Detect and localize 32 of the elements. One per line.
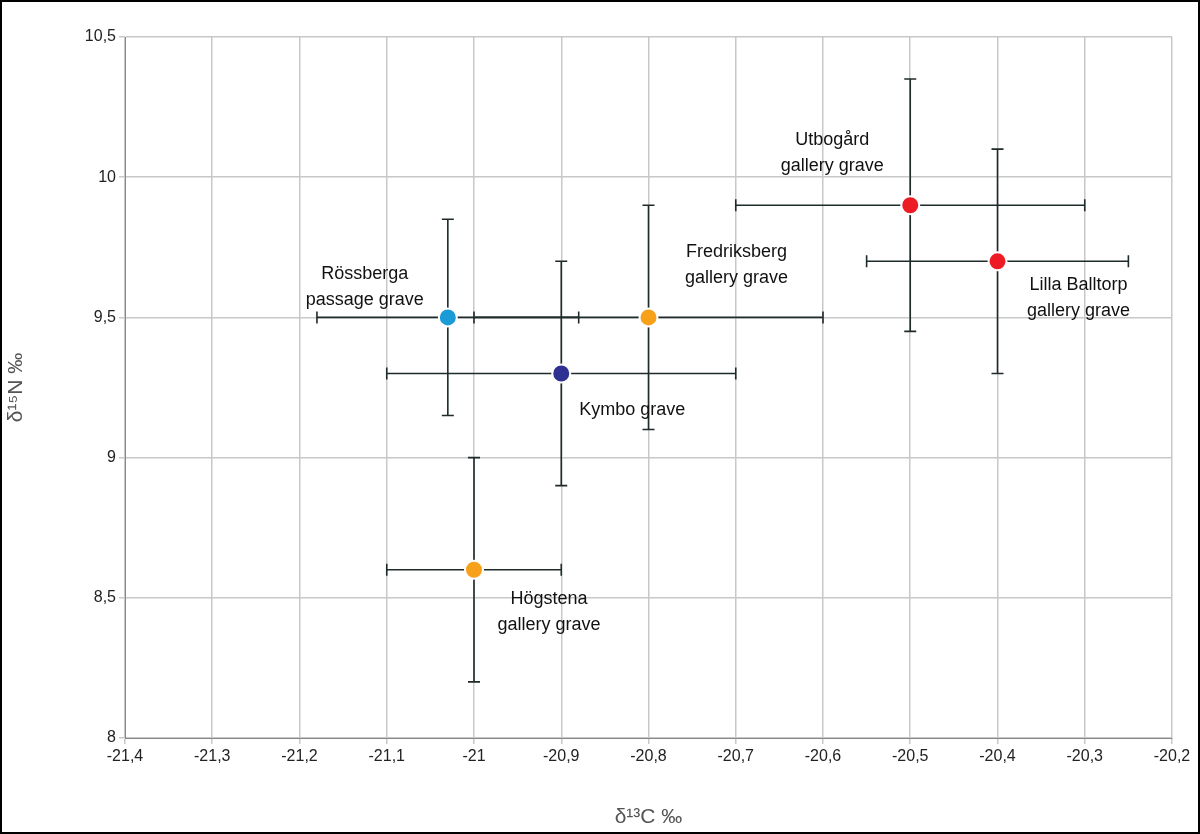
x-tick-label: -20,5 <box>892 747 929 765</box>
point <box>437 307 458 328</box>
x-tick-label: -21,4 <box>106 747 144 765</box>
x-tick-label: -20,7 <box>717 747 755 765</box>
point <box>551 363 572 384</box>
y-tick-label: 10 <box>98 167 117 185</box>
annotation: Högstena gallery grave <box>497 587 601 634</box>
x-tick-label: -20,2 <box>1153 747 1191 765</box>
y-tick-label: 9 <box>107 448 117 466</box>
annotation: Lilla Balltorp gallery grave <box>1026 274 1131 321</box>
x-tick-label: -21,1 <box>368 747 406 765</box>
annotation: Utbogård gallery grave <box>780 129 884 176</box>
x-tick-label: -20,6 <box>804 747 842 765</box>
x-tick-label: -20,4 <box>979 747 1016 765</box>
x-tick-label: -20,9 <box>543 747 580 765</box>
x-tick-label: -20,8 <box>630 747 667 765</box>
y-tick-label: 9,5 <box>93 307 117 325</box>
x-tick-label: -20,3 <box>1066 747 1104 765</box>
annotation: Rössberga passage grave <box>305 263 424 310</box>
point <box>638 307 659 328</box>
x-tick-label: -21 <box>462 747 486 765</box>
point <box>464 559 484 580</box>
x-tick-label: -21,3 <box>194 747 231 765</box>
y-tick-label: 8 <box>107 728 117 746</box>
point <box>987 251 1008 272</box>
x-tick-label: -21,2 <box>281 747 318 765</box>
y-tick-label: 8,5 <box>93 588 117 606</box>
annotation: Fredriksberg gallery grave <box>684 241 789 288</box>
point <box>900 195 921 216</box>
y-axis-title: δ¹⁵N ‰ <box>3 352 27 423</box>
y-tick-label: 10,5 <box>84 27 117 45</box>
x-axis-title: δ¹³C ‰ <box>614 804 683 828</box>
